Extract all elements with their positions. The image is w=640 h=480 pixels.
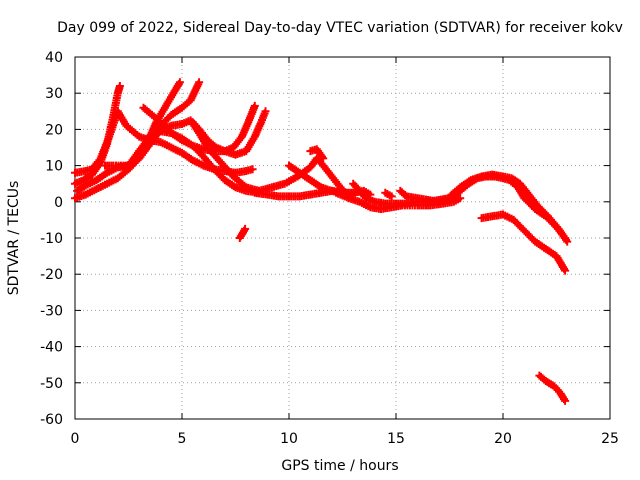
- data-point-trail: [71, 107, 257, 177]
- data-point-trail: [124, 78, 204, 174]
- data-point-trail: [447, 170, 572, 246]
- data-point-trail: [255, 154, 351, 199]
- grid: [75, 57, 610, 419]
- data-series: [188, 107, 270, 159]
- y-tick-label: 30: [45, 86, 63, 102]
- data-series: [255, 154, 351, 199]
- x-tick-label: 25: [601, 431, 619, 447]
- data-series: [396, 186, 443, 206]
- data-series: [235, 224, 250, 242]
- y-tick-label: 40: [45, 50, 63, 66]
- y-tick-label: 10: [45, 159, 63, 175]
- data-point-trail: [306, 145, 328, 163]
- y-tick-label: -40: [40, 340, 63, 356]
- x-tick-label: 0: [71, 431, 80, 447]
- data-point-trail: [535, 371, 570, 405]
- x-tick-label: 20: [494, 431, 512, 447]
- data-series: [477, 210, 570, 275]
- y-tick-label: -60: [40, 412, 63, 428]
- data-series: [447, 170, 572, 246]
- y-tick-label: -30: [40, 303, 63, 319]
- x-tick-label: 5: [178, 431, 187, 447]
- data-series: [381, 188, 396, 201]
- data-point-trail: [434, 172, 570, 242]
- data-series: [124, 78, 204, 174]
- data-series: [535, 371, 570, 405]
- data-point-trail: [477, 210, 570, 275]
- x-axis-label: GPS time / hours: [281, 458, 398, 474]
- data-point-trail: [396, 186, 443, 206]
- y-tick-label: 20: [45, 122, 63, 138]
- data-point-trail: [188, 107, 270, 159]
- data-point-trail: [139, 101, 259, 156]
- x-tick-label: 15: [387, 431, 405, 447]
- y-tick-label: -50: [40, 376, 63, 392]
- data-point-trail: [235, 224, 250, 242]
- y-axis-label: SDTVAR / TECUs: [6, 181, 22, 296]
- y-tick-label: -20: [40, 267, 63, 283]
- data-points: [71, 78, 572, 405]
- data-series: [139, 101, 259, 156]
- x-tick-label: 10: [280, 431, 298, 447]
- y-tick-label: -10: [40, 231, 63, 247]
- data-series: [434, 172, 570, 242]
- chart-title: Day 099 of 2022, Sidereal Day-to-day VTE…: [57, 20, 623, 36]
- data-point-trail: [381, 188, 396, 201]
- axis-ticks: 0 5 10 15 20 25 40 30 20 10 0 -10 -20 -30 -40 -50 -60: [40, 50, 619, 447]
- y-tick-label: 0: [54, 195, 63, 211]
- data-series: [71, 107, 257, 177]
- data-series: [306, 145, 328, 163]
